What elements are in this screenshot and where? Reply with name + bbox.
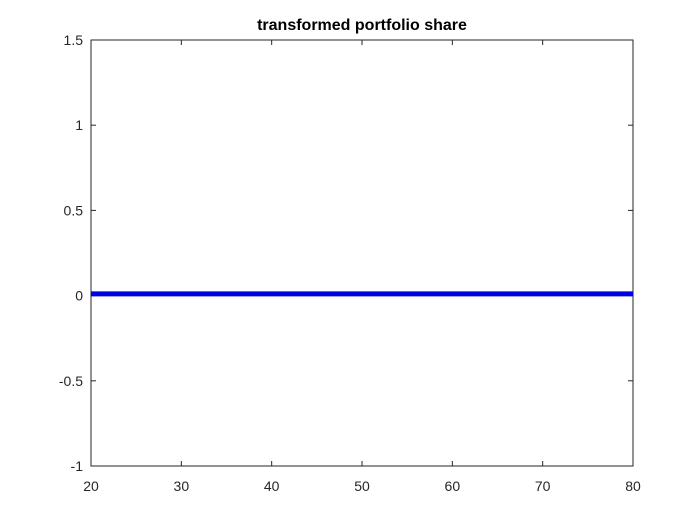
x-tick-label: 40 bbox=[264, 478, 280, 494]
y-tick-label: -0.5 bbox=[59, 373, 83, 389]
y-tick-label: 0 bbox=[75, 288, 83, 304]
axes-box bbox=[90, 39, 634, 467]
y-tick-label: 1 bbox=[75, 117, 83, 133]
chart-title: transformed portfolio share bbox=[257, 17, 467, 34]
y-tick-label: 1.5 bbox=[64, 32, 84, 48]
y-tick-label: 0.5 bbox=[64, 202, 84, 218]
x-tick-label: 60 bbox=[445, 478, 461, 494]
x-tick-label: 50 bbox=[354, 478, 370, 494]
x-tick-label: 30 bbox=[174, 478, 190, 494]
plot-area: 20 30 40 50 60 70 80 -1 -0.5 0 0.5 1 1.5 bbox=[59, 32, 641, 494]
y-tick-label: -1 bbox=[71, 458, 84, 474]
x-tick-label: 20 bbox=[83, 478, 99, 494]
x-tick-label: 80 bbox=[625, 478, 641, 494]
x-tick-label: 70 bbox=[535, 478, 551, 494]
